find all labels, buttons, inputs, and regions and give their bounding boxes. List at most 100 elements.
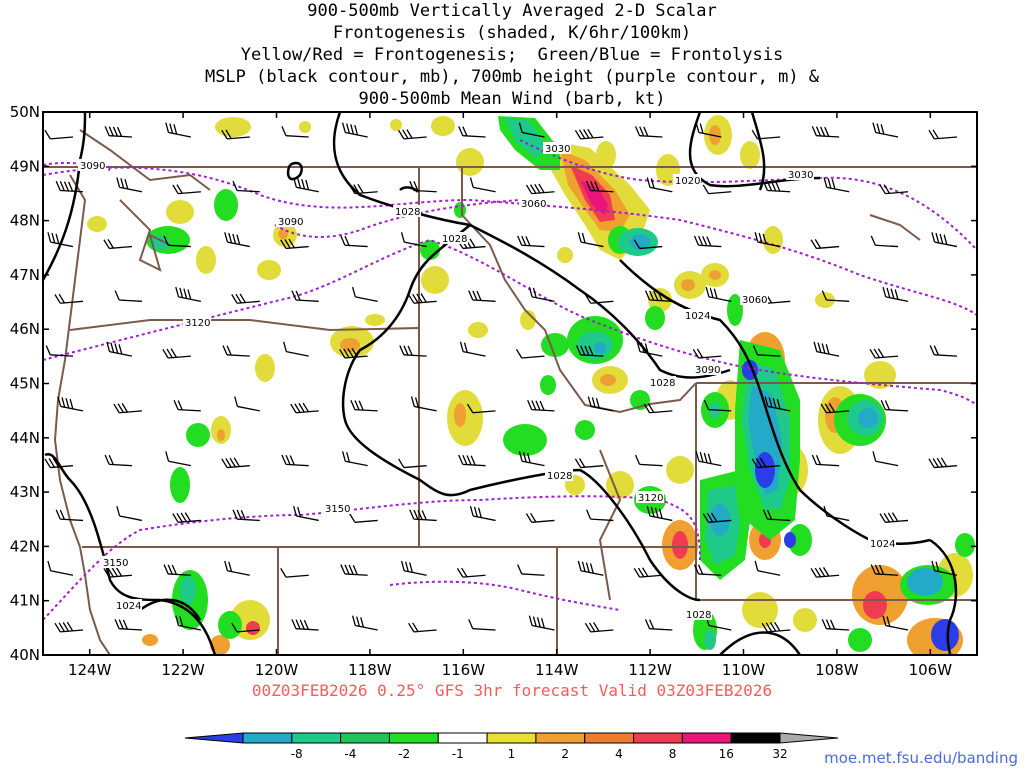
mslp-contour-1028-basin — [341, 224, 701, 602]
lat-label: 49N — [10, 157, 40, 175]
wind-barb — [221, 457, 250, 469]
vancouver-island — [79, 129, 211, 191]
wind-barb — [458, 454, 486, 467]
frontogenesis-area — [454, 403, 466, 427]
wind-barb — [762, 180, 791, 193]
wind-barb — [762, 509, 791, 522]
frontolysis-area — [755, 452, 775, 488]
wind-barb — [349, 513, 378, 523]
frontolysis-area — [186, 423, 210, 447]
height-label: 3150 — [103, 558, 128, 569]
lon-label: 116W — [442, 661, 486, 679]
lon-label: 108W — [815, 661, 859, 679]
colorbar-segment — [242, 732, 293, 744]
wind-barb — [280, 568, 309, 578]
state-border-id-mt — [461, 167, 697, 414]
wind-barb — [221, 129, 250, 140]
title-line-3: Yellow/Red = Frontogenesis; Green/Blue =… — [240, 45, 784, 65]
wind-barb — [882, 615, 909, 631]
height-label: 3120 — [185, 318, 210, 329]
wind-barb — [234, 396, 260, 412]
frontolysis-area — [214, 189, 238, 221]
wind-barb — [231, 622, 260, 633]
wind-barb — [931, 232, 958, 248]
colorbar-label: 4 — [615, 747, 623, 761]
wind-barb — [165, 122, 191, 138]
frontolysis-area — [931, 619, 959, 651]
frontogenesis-area — [142, 634, 158, 646]
mslp-label: 1024 — [870, 539, 895, 550]
frontolysis-area — [704, 630, 716, 650]
height-label: 3090 — [80, 161, 105, 172]
wind-barb — [574, 128, 604, 140]
wind-barb — [761, 621, 791, 633]
wind-barb — [468, 290, 496, 302]
wind-barb — [106, 341, 133, 357]
wind-barb — [351, 615, 378, 631]
height-label: 3090 — [278, 217, 303, 228]
wind-barb — [293, 177, 319, 193]
frontogenesis-area — [863, 591, 887, 619]
frontogenesis-area — [520, 310, 536, 330]
wind-barb — [525, 512, 555, 523]
frontogenesis-area — [468, 322, 488, 338]
wind-barb — [104, 126, 132, 138]
mslp-label: 1020 — [675, 176, 700, 187]
lat-label: 46N — [10, 320, 40, 338]
frontogenesis-area — [196, 246, 216, 274]
wind-barb — [869, 348, 899, 359]
lat-label: 43N — [10, 483, 40, 501]
axis-ticks: 50N 49N 48N 47N 46N 45N 44N 43N 42N 41N 40N 124W 122… — [10, 103, 977, 679]
mslp-contour-small-high — [286, 161, 303, 181]
height-contour-3030 — [519, 139, 977, 251]
mslp-label: 1028 — [686, 610, 711, 621]
wind-barb — [528, 286, 555, 302]
wind-barb — [291, 290, 319, 302]
lon-label: 112W — [628, 661, 672, 679]
wind-barb — [879, 184, 909, 195]
frontolysis-area — [180, 576, 196, 604]
wind-barb — [879, 512, 909, 523]
wind-barb — [350, 399, 378, 412]
colorbar-segment — [486, 732, 537, 744]
lon-label: 118W — [348, 661, 392, 679]
mslp-labels: 1028 1028 1020 1024 1028 1028 1028 1024 … — [114, 174, 896, 621]
frontogenesis-area — [340, 338, 360, 352]
wind-barb — [410, 396, 437, 412]
wind-barb — [577, 560, 604, 576]
frontogenesis-area — [278, 229, 288, 239]
wind-barb — [466, 403, 496, 414]
frontogenesis-area — [709, 270, 721, 280]
wind-barb — [703, 399, 732, 412]
colorbar-right-arrow — [779, 732, 839, 744]
frontogenesis-area — [210, 635, 230, 655]
wind-barb — [823, 505, 850, 522]
coastline — [53, 174, 111, 655]
wind-barb — [577, 232, 604, 248]
wind-barb — [634, 126, 663, 138]
frontogenesis-area — [257, 260, 281, 280]
mslp-contour-1020 — [688, 112, 821, 188]
colorbar-segment — [291, 732, 342, 744]
wind-barb — [811, 126, 840, 138]
wind-barb — [695, 122, 722, 138]
height-label: 3150 — [325, 504, 350, 515]
frontogenesis-area — [580, 180, 608, 215]
frontogenesis-area — [600, 374, 616, 386]
frontolysis-area — [575, 420, 595, 440]
frontolysis-area — [727, 294, 743, 326]
political-borders — [43, 129, 977, 655]
height-label: 3120 — [638, 493, 663, 504]
frontolysis-area — [594, 342, 606, 354]
wind-barb — [821, 619, 850, 631]
colorbar-segment — [388, 732, 439, 744]
mslp-label: 1028 — [442, 234, 467, 245]
wind-barb — [574, 458, 604, 469]
wind-barb — [931, 560, 958, 576]
wind-barb — [173, 399, 201, 412]
frontogenesis-area — [246, 621, 260, 635]
wind-barb — [584, 622, 614, 633]
frontolysis-area — [540, 375, 556, 395]
wind-barb — [643, 403, 673, 414]
wind-barb — [820, 403, 850, 414]
